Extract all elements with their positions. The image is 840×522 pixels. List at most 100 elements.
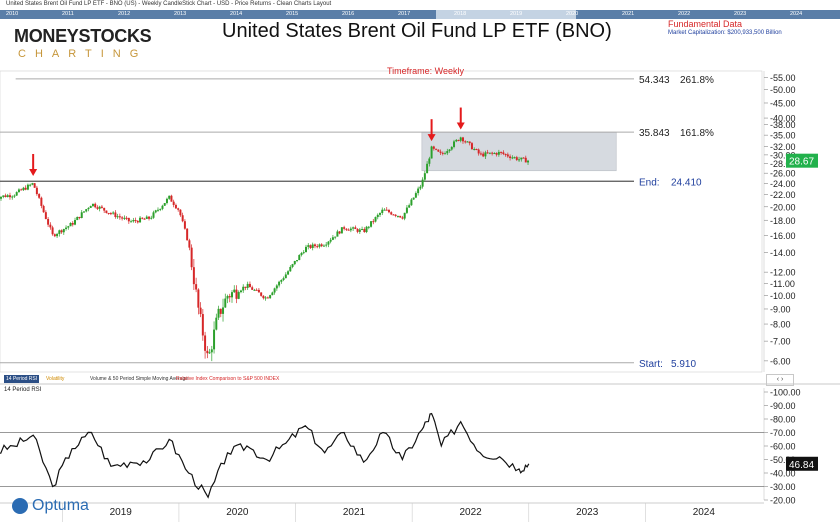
candle-body xyxy=(473,149,476,151)
candle-body xyxy=(419,186,422,189)
tab-volatility[interactable]: Volatility xyxy=(46,376,65,382)
candle-body xyxy=(432,146,435,149)
moneystocks-logo: MONEYSTOCKS CHARTING xyxy=(14,26,154,66)
tab-rsi[interactable]: 14 Period RSI xyxy=(4,375,40,383)
candle-body xyxy=(179,209,182,216)
price-tick-label: -11.00 xyxy=(770,279,795,289)
candle-body xyxy=(40,197,43,206)
candle-body xyxy=(410,199,413,206)
candle-body xyxy=(172,201,175,205)
candle-body xyxy=(91,203,94,207)
candle-body xyxy=(69,222,72,227)
candle-body xyxy=(500,151,503,153)
candle-body xyxy=(370,221,373,227)
rsi-tick-label: -40.00 xyxy=(770,469,796,479)
candle-body xyxy=(441,152,444,154)
candle-body xyxy=(100,206,103,208)
candle-body xyxy=(394,214,397,216)
rsi-tick-label: -90.00 xyxy=(770,401,796,411)
candle-body xyxy=(343,227,346,229)
candle-body xyxy=(466,141,469,143)
candle-body xyxy=(423,173,426,180)
mini-timeline[interactable]: 2010 2011 2012 2013 2014 2015 2016 2017 2018 2019… xyxy=(0,10,840,19)
candle-body xyxy=(148,216,151,219)
candle-body xyxy=(392,214,395,216)
candle-body xyxy=(222,307,225,314)
mini-year-label: 2021 xyxy=(622,11,635,17)
candle-body xyxy=(446,151,449,154)
candle-body xyxy=(116,216,119,218)
x-tick-label: 2023 xyxy=(576,507,599,518)
price-tick-label: -28.00 xyxy=(770,159,796,169)
candle-body xyxy=(522,157,525,159)
candle-body xyxy=(190,247,193,268)
candle-body xyxy=(322,245,325,247)
logo-sub-text: CHARTING xyxy=(18,48,148,60)
candle-body xyxy=(168,195,171,199)
candle-body xyxy=(396,215,399,217)
candle-body xyxy=(414,193,417,198)
tab-relative-index[interactable]: Relative Index Comparison to S&P 500 IND… xyxy=(176,376,280,382)
x-tick-label: 2022 xyxy=(459,507,482,518)
candle-body xyxy=(275,285,278,289)
candle-body xyxy=(280,279,283,282)
candle-body xyxy=(112,212,115,214)
mini-year-label: 2010 xyxy=(6,11,19,17)
candle-body xyxy=(461,137,464,142)
candle-body xyxy=(103,207,106,211)
candle-body xyxy=(230,292,233,298)
price-panel-frame xyxy=(0,70,763,373)
scroll-arrows[interactable]: ‹ › xyxy=(766,374,794,386)
candle-body xyxy=(491,152,494,154)
price-tick-label: -9.00 xyxy=(770,304,791,314)
tab-volume[interactable]: Volume & 50 Period Simple Moving Average xyxy=(90,376,189,382)
rsi-value-tag xyxy=(786,456,818,471)
candle-body xyxy=(121,217,124,219)
level-value: 261.8% xyxy=(680,75,714,86)
candle-body xyxy=(141,217,144,219)
price-tick-label: -55.00 xyxy=(770,73,796,83)
candle-body xyxy=(118,216,121,218)
candle-body xyxy=(82,211,85,213)
down-arrow-head xyxy=(427,134,436,142)
candle-body xyxy=(269,295,272,299)
candle-body xyxy=(56,233,59,237)
candle-body xyxy=(143,218,146,220)
candle-body xyxy=(511,157,514,159)
candle-body xyxy=(127,217,130,222)
candle-body xyxy=(421,179,424,187)
candle-body xyxy=(181,215,184,222)
candle-body xyxy=(513,157,516,159)
candle-body xyxy=(403,212,406,219)
candle-body xyxy=(224,298,227,308)
level-value: 24.410 xyxy=(671,177,702,188)
candle-body xyxy=(228,296,231,298)
rsi-tick-label: -80.00 xyxy=(770,415,796,425)
x-tick-label: 2021 xyxy=(343,507,366,518)
candle-body xyxy=(35,187,38,195)
candle-body xyxy=(367,226,370,228)
candle-body xyxy=(145,216,148,219)
price-tick-label: -16.00 xyxy=(770,231,796,241)
candle-body xyxy=(291,264,294,267)
candle-body xyxy=(479,153,482,155)
candle-body xyxy=(165,198,168,204)
candle-body xyxy=(327,241,330,245)
candle-body xyxy=(428,158,431,164)
candle-body xyxy=(132,220,135,222)
candle-body xyxy=(482,153,485,157)
level-label: Start: xyxy=(639,359,663,370)
price-tick-label: -8.00 xyxy=(770,320,791,330)
candle-body xyxy=(497,151,500,155)
candle-body xyxy=(150,217,153,219)
candle-body xyxy=(24,187,27,190)
mini-timeline-highlight[interactable] xyxy=(436,10,576,19)
rsi-panel-title: 14 Period RSI xyxy=(4,387,42,393)
candle-body xyxy=(130,221,133,223)
rsi-tick-label: -70.00 xyxy=(770,428,796,438)
candle-body xyxy=(309,245,312,248)
candle-body xyxy=(125,217,128,219)
candle-body xyxy=(374,217,377,222)
rsi-tick-label: -30.00 xyxy=(770,482,796,492)
candle-body xyxy=(349,228,352,231)
